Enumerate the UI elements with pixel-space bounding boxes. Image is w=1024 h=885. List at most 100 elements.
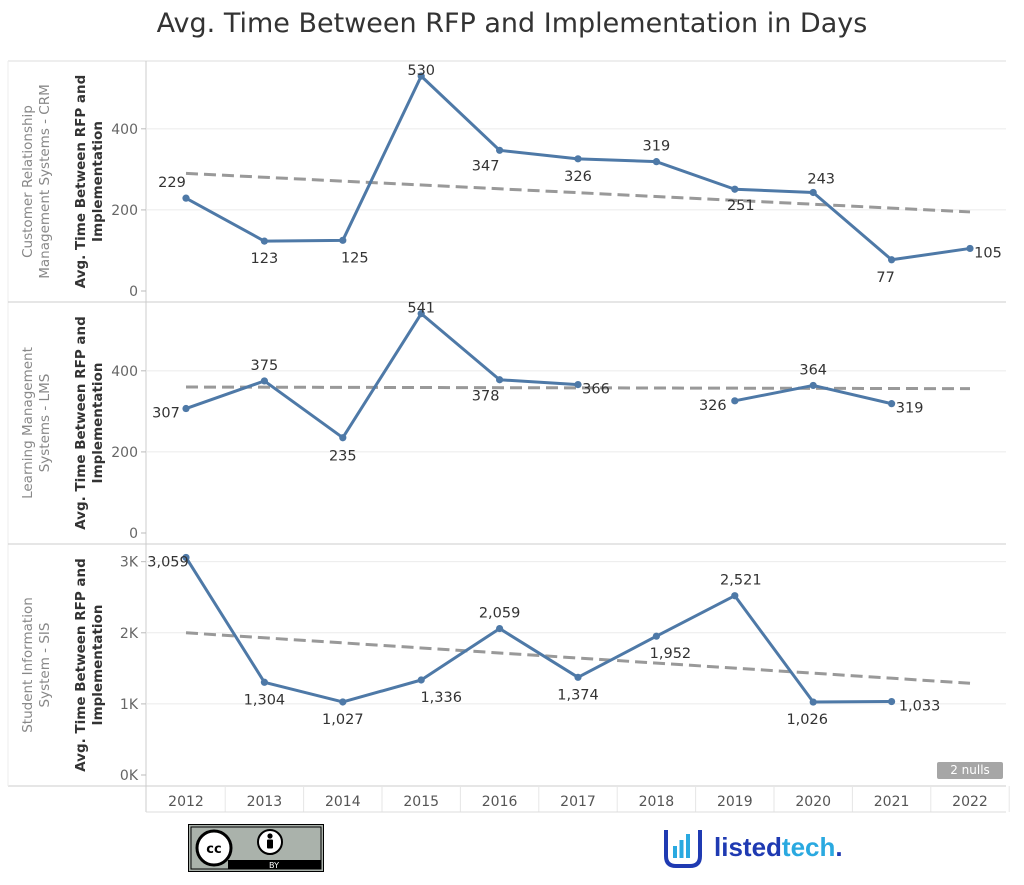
data-point [809, 188, 817, 197]
x-tick-label: 2013 [247, 794, 283, 810]
y-tick-label: 2K [120, 626, 139, 642]
y-tick-label: 0K [120, 768, 139, 784]
y-axis-title: Avg. Time Between RFP andImplementation [73, 558, 106, 772]
x-tick-label: 2017 [560, 794, 596, 810]
y-tick-label: 400 [111, 122, 138, 138]
creative-commons-icon [195, 829, 233, 867]
data-point [888, 697, 896, 706]
y-tick-label: 0 [129, 526, 138, 542]
data-point [652, 158, 661, 166]
data-label: 541 [407, 301, 435, 317]
data-point [574, 381, 582, 389]
data-point [496, 146, 504, 154]
y-axis-title: Avg. Time Between RFP andImplementation [73, 75, 106, 289]
data-label: 319 [896, 401, 924, 417]
trend-line [185, 385, 971, 391]
data-label: 125 [341, 250, 369, 266]
data-label: 1,304 [244, 692, 286, 708]
y-tick-label: 200 [111, 203, 138, 219]
row-label: Customer RelationshipManagement Systems … [20, 84, 53, 279]
nulls-badge[interactable]: 2 nulls [937, 762, 1003, 779]
y-tick-label: 1K [120, 697, 139, 713]
data-label: 105 [974, 245, 1002, 261]
cc-by-license-badge[interactable]: cc BY [188, 824, 324, 872]
data-label: 2,521 [720, 573, 762, 589]
by-text: BY [269, 861, 279, 870]
data-point [652, 632, 661, 640]
y-axis-title: Avg. Time Between RFP andImplementation [73, 316, 106, 530]
data-label: 229 [158, 175, 186, 191]
chart-title: Avg. Time Between RFP and Implementation… [156, 8, 868, 39]
data-point [339, 236, 347, 244]
y-tick-label: 0 [129, 284, 138, 300]
data-point [966, 244, 974, 253]
data-point [809, 381, 817, 390]
brand-name-trailing: . [835, 832, 842, 862]
data-point [809, 698, 817, 706]
data-label: 326 [699, 398, 727, 414]
data-label: 1,027 [322, 712, 364, 728]
data-point [731, 397, 739, 405]
y-tick-label: 200 [111, 445, 138, 461]
panel-2: 0 200 400 Learning ManagementSystems - LMS A… [8, 301, 1006, 542]
data-point [888, 256, 896, 264]
x-tick-label: 2015 [403, 794, 439, 810]
data-point [260, 237, 268, 245]
data-point [731, 592, 739, 600]
data-label: 1,026 [786, 712, 828, 728]
data-point [417, 310, 425, 318]
data-label: 530 [407, 63, 435, 79]
data-label: 378 [472, 389, 500, 405]
data-label: 1,336 [420, 690, 462, 706]
data-label: 307 [152, 406, 180, 422]
data-point [339, 434, 347, 442]
data-point [417, 676, 425, 684]
svg-text:listedtech.: listedtech. [714, 832, 843, 862]
x-tick-label: 2021 [874, 794, 910, 810]
data-label: 1,033 [899, 699, 941, 715]
x-tick-label: 2020 [795, 794, 831, 810]
trend-line [185, 171, 971, 214]
data-label: 375 [251, 358, 279, 374]
data-point [574, 673, 582, 681]
panel-3: 0K 1K 2K 3K Student InformationSystem - SIS A… [8, 543, 1006, 784]
x-tick-label: 2016 [482, 794, 518, 810]
data-point [260, 377, 268, 385]
trend-line [185, 631, 971, 685]
data-point [417, 72, 425, 80]
data-point [182, 194, 190, 202]
series-line [184, 556, 892, 704]
x-tick-label: 2018 [639, 794, 675, 810]
data-point [574, 155, 582, 163]
row-label: Learning ManagementSystems - LMS [20, 347, 53, 499]
x-tick-label: 2012 [168, 794, 204, 810]
data-point [496, 376, 504, 384]
brand-name-part2: tech [782, 832, 835, 862]
data-label: 251 [727, 198, 755, 214]
data-point [496, 624, 504, 633]
data-label: 3,059 [147, 554, 189, 570]
data-label: 235 [329, 449, 357, 465]
data-label: 243 [807, 171, 835, 187]
x-tick-label: 2022 [952, 794, 988, 810]
logo-shield-icon [664, 830, 702, 868]
panel-1: 0 200 400 Customer RelationshipManagement S… [20, 63, 1006, 300]
brand-name-part1: listed [714, 832, 782, 862]
data-label: 326 [564, 169, 592, 185]
data-label: 347 [472, 158, 500, 174]
data-point [339, 698, 347, 706]
cc-text: cc [206, 842, 221, 857]
listedtech-logo[interactable]: listedtech. [660, 822, 870, 872]
data-point [888, 400, 896, 408]
data-label: 1,374 [557, 687, 599, 703]
data-label: 319 [643, 139, 671, 155]
data-point [182, 404, 190, 413]
x-tick-label: 2019 [717, 794, 753, 810]
data-point [182, 553, 190, 562]
data-label: 1,952 [650, 646, 692, 662]
x-tick-label: 2014 [325, 794, 361, 810]
data-label: 123 [251, 251, 279, 267]
row-label: Student InformationSystem - SIS [20, 597, 53, 733]
series-line [185, 312, 579, 440]
